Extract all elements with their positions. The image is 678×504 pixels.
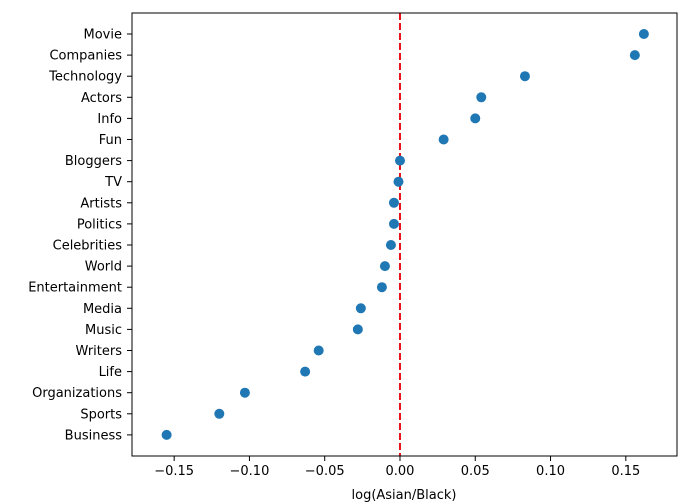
data-point-media: [355, 303, 366, 314]
y-tick-label: Entertainment: [28, 281, 122, 296]
data-point-celebrities: [385, 240, 396, 250]
y-tick-label: Fun: [99, 133, 122, 148]
y-tick-label: Music: [85, 323, 122, 338]
data-point-life: [300, 366, 311, 377]
y-tick-label: Organizations: [32, 386, 122, 401]
y-tick-label: World: [85, 260, 122, 275]
data-point-artists: [388, 197, 399, 208]
y-tick-label: Business: [65, 428, 123, 443]
y-tick-label: Politics: [77, 217, 122, 232]
y-tick-label: Writers: [76, 344, 123, 359]
data-point-bloggers: [394, 155, 405, 166]
data-point-info: [470, 113, 481, 124]
data-point-tv: [393, 176, 404, 187]
data-point-technology: [519, 71, 530, 82]
y-tick-label: Artists: [80, 196, 122, 211]
y-tick-label: Info: [97, 112, 122, 127]
plot-area: [132, 13, 677, 456]
x-axis-ticks: −0.15 −0.10 −0.05 0.00 0.05 0.10 0.15: [154, 456, 640, 479]
data-points: [161, 29, 649, 440]
data-point-writers: [313, 345, 324, 356]
data-point-fun: [438, 134, 449, 145]
data-point-world: [379, 261, 390, 272]
x-axis-label: log(Asian/Black): [352, 488, 457, 503]
data-point-actors: [476, 92, 487, 103]
plot-frame: [131, 12, 678, 457]
data-point-entertainment: [376, 282, 387, 293]
y-tick-label: Technology: [48, 70, 122, 85]
y-tick-label: TV: [104, 175, 122, 190]
y-tick-label: Celebrities: [53, 239, 123, 254]
y-tick-label: Movie: [84, 28, 122, 43]
data-point-movie: [638, 29, 649, 39]
data-point-politics: [388, 218, 399, 229]
x-tick-label: 0.00: [386, 464, 415, 479]
y-tick-label: Actors: [81, 91, 122, 106]
data-point-business: [161, 429, 172, 440]
y-tick-label: Life: [99, 365, 122, 380]
data-point-companies: [629, 50, 640, 61]
x-tick-label: 0.10: [536, 464, 565, 479]
x-tick-label: −0.10: [230, 464, 270, 479]
y-tick-label: Companies: [49, 49, 122, 64]
x-tick-label: 0.15: [611, 464, 640, 479]
data-point-organizations: [239, 387, 250, 398]
x-tick-label: 0.05: [461, 464, 490, 479]
data-point-sports: [214, 408, 225, 419]
data-point-music: [352, 324, 363, 335]
x-tick-label: −0.05: [305, 464, 345, 479]
x-tick-label: −0.15: [154, 464, 194, 479]
y-tick-label: Bloggers: [65, 154, 122, 169]
y-tick-label: Sports: [80, 407, 122, 422]
y-tick-label: Media: [83, 302, 122, 317]
y-axis-ticks: Movie Companies Technology Actors Info Fun Blo…: [28, 28, 132, 443]
